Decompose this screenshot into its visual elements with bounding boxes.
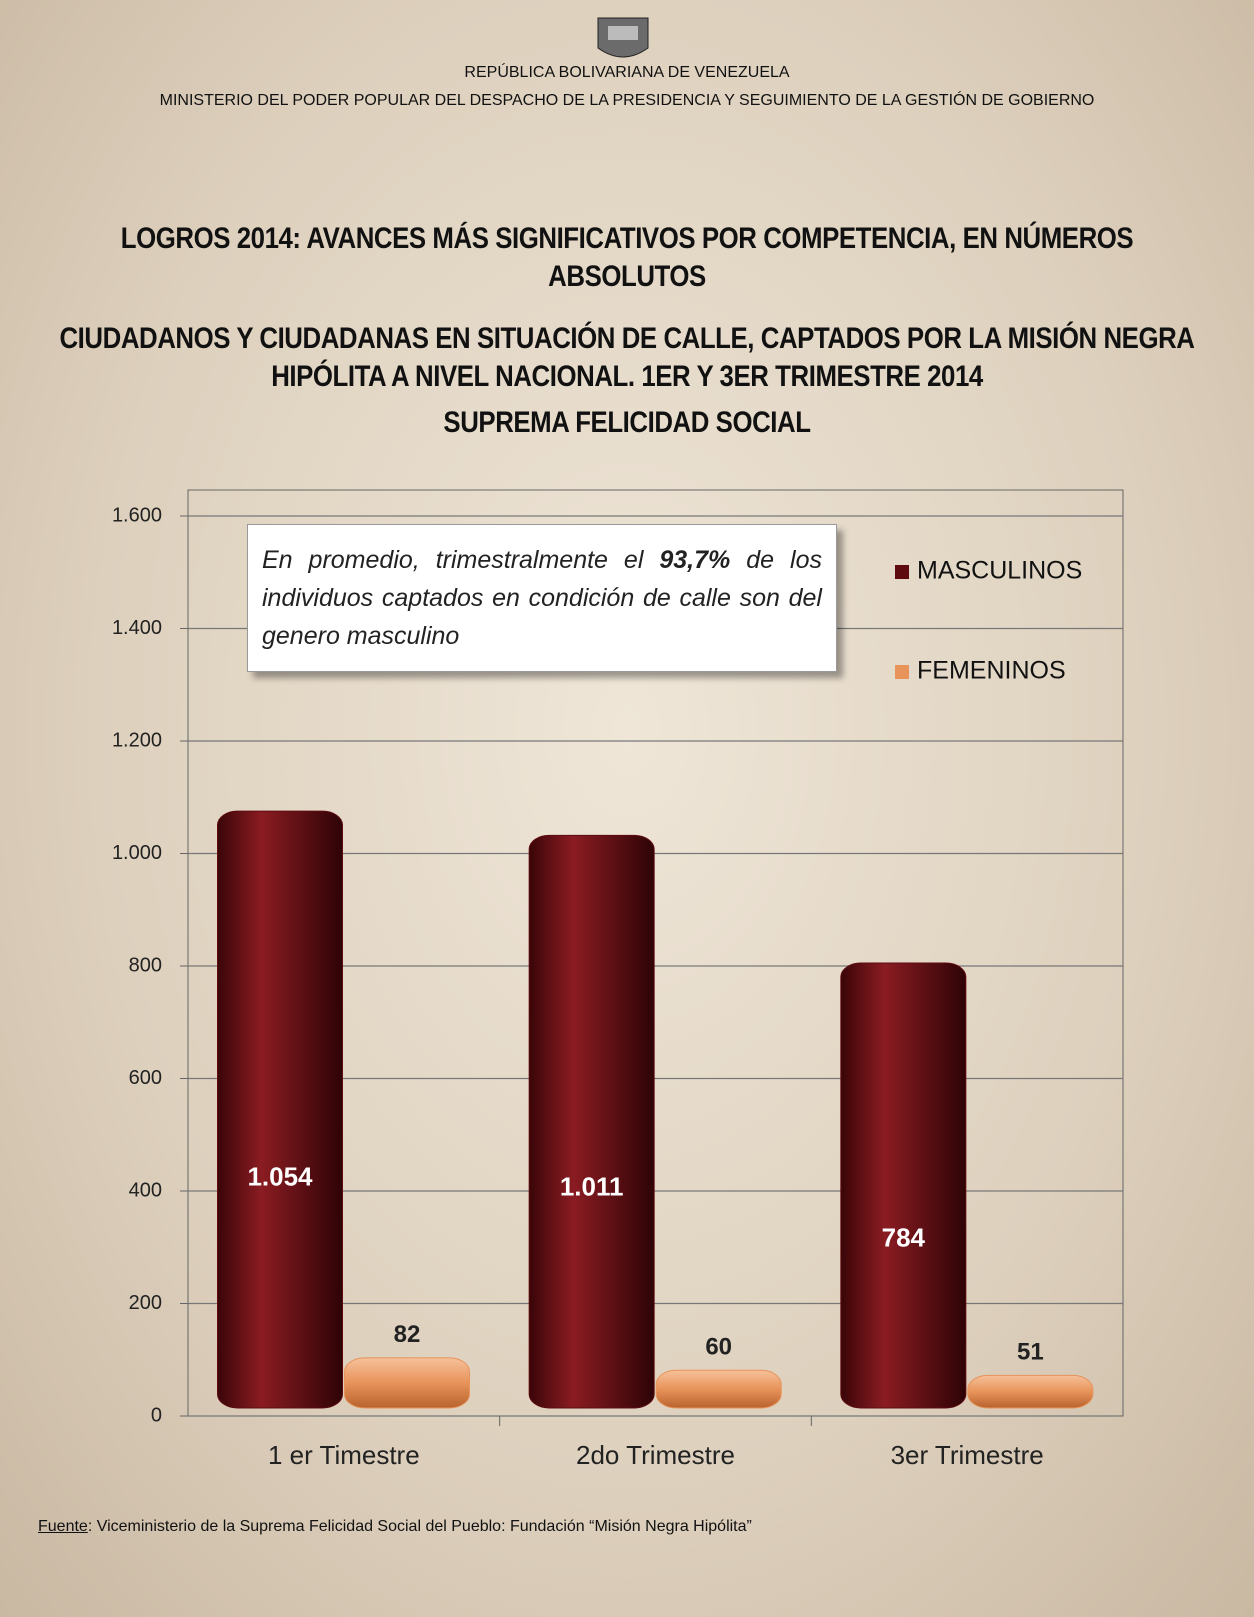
x-tick-label: 1 er Timestre [268, 1440, 420, 1470]
header-line: REPÚBLICA BOLIVARIANA DE VENEZUELA [464, 64, 790, 81]
chart-subtitle: SUPREMA FELICIDAD SOCIAL [443, 406, 811, 439]
chart-subtitle: CIUDADANOS Y CIUDADANAS EN SITUACIÓN DE … [59, 322, 1195, 393]
annotation: En promedio, trimestralmente el 93,7% de… [247, 524, 837, 672]
y-tick-label: 1.000 [112, 842, 162, 864]
bar [967, 1374, 1094, 1409]
source-text: : Viceministerio de la Suprema Felicidad… [87, 1518, 752, 1535]
value-label: 82 [394, 1321, 421, 1348]
bar [344, 1357, 470, 1409]
annotation-text: de los individuos captados en condición … [262, 546, 822, 650]
x-tick-label: 3er Trimestre [891, 1440, 1044, 1470]
bar [840, 962, 967, 1409]
legend-swatch [895, 565, 909, 579]
y-tick-label: 800 [129, 954, 162, 976]
y-tick-label: 600 [129, 1067, 162, 1089]
y-tick-label: 1.400 [112, 617, 162, 639]
chart-title: LOGROS 2014: AVANCES MÁS SIGNIFICATIVOS … [120, 222, 1134, 293]
annotation-text: En promedio, trimestralmente el [262, 546, 660, 574]
source: Fuente: Viceministerio de la Suprema Fel… [38, 1518, 752, 1536]
bar [655, 1369, 782, 1409]
y-tick-label: 1.200 [112, 729, 162, 751]
y-tick-label: 200 [129, 1292, 162, 1314]
y-tick-label: 400 [129, 1179, 162, 1201]
source-label: Fuente [38, 1518, 88, 1535]
bar [528, 834, 655, 1409]
x-tick-label: 2do Trimestre [576, 1440, 735, 1470]
value-label: 60 [705, 1334, 732, 1361]
emblem [597, 17, 649, 58]
value-label: 1.054 [247, 1162, 313, 1192]
legend-swatch [895, 665, 909, 679]
legend-label: FEMENINOS [917, 657, 1066, 685]
y-tick-label: 0 [151, 1404, 162, 1426]
header-line: MINISTERIO DEL PODER POPULAR DEL DESPACH… [159, 92, 1095, 109]
bar [217, 810, 343, 1409]
value-label: 51 [1017, 1339, 1044, 1366]
value-label: 784 [882, 1222, 926, 1252]
value-label: 1.011 [560, 1171, 624, 1201]
annotation-text: 93,7% [659, 546, 731, 574]
legend-label: MASCULINOS [917, 557, 1082, 585]
y-tick-label: 1.600 [112, 504, 162, 526]
